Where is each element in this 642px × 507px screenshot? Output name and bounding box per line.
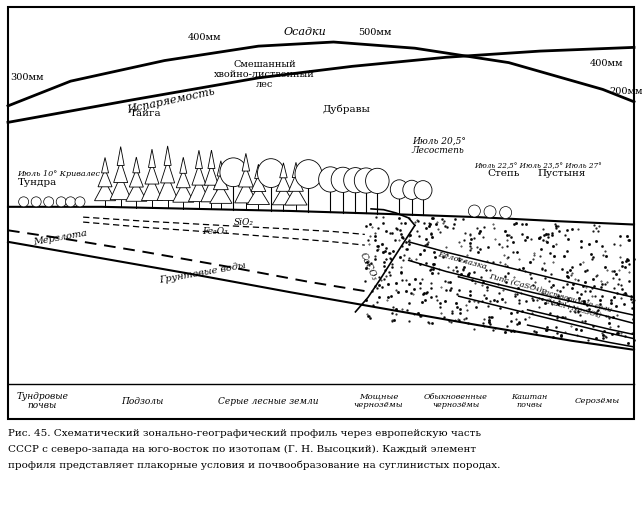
- Circle shape: [19, 197, 29, 207]
- Polygon shape: [117, 147, 124, 166]
- Text: CaCO₃: CaCO₃: [358, 251, 378, 282]
- Text: СССР с северо-запада на юго-восток по изотопам (Г. Н. Высоцкий). Каждый элемент: СССР с северо-запада на юго-восток по из…: [8, 445, 476, 454]
- Text: 300мм: 300мм: [10, 73, 44, 82]
- Text: Июль 10° Кривалес: Июль 10° Кривалес: [17, 170, 100, 178]
- Ellipse shape: [220, 158, 247, 187]
- Text: Подзолы: Подзолы: [121, 396, 164, 406]
- Polygon shape: [276, 174, 291, 191]
- Polygon shape: [157, 176, 178, 200]
- Text: 400мм: 400мм: [590, 58, 623, 67]
- Text: Пустыня: Пустыня: [538, 169, 586, 178]
- Text: Испаряемость: Испаряемость: [126, 86, 216, 115]
- Text: Июль 22,5° Июль 23,5° Июль 27°: Июль 22,5° Июль 23,5° Июль 27°: [474, 162, 602, 170]
- Polygon shape: [192, 164, 206, 185]
- Circle shape: [469, 205, 480, 217]
- Polygon shape: [255, 164, 262, 178]
- Ellipse shape: [390, 180, 408, 199]
- Polygon shape: [210, 184, 232, 203]
- Text: Мощные
чернозёмы: Мощные чернозёмы: [354, 393, 403, 409]
- Polygon shape: [247, 186, 270, 204]
- Text: Гипс (CaSO₄): Гипс (CaSO₄): [487, 272, 542, 294]
- Polygon shape: [110, 175, 131, 200]
- Polygon shape: [217, 161, 225, 176]
- Circle shape: [56, 197, 66, 207]
- Circle shape: [75, 197, 85, 207]
- Text: Белоглазка: Белоглазка: [437, 250, 487, 271]
- Text: Мерзлота: Мерзлота: [33, 229, 89, 247]
- Polygon shape: [272, 186, 295, 205]
- Polygon shape: [148, 149, 155, 167]
- Bar: [8, 7, 634, 419]
- Text: Каштан
почвы: Каштан почвы: [511, 393, 548, 409]
- Ellipse shape: [365, 168, 389, 194]
- Polygon shape: [201, 178, 222, 202]
- Text: профиля представляет плакорные условия и почвообразование на суглинистых породах: профиля представляет плакорные условия и…: [8, 461, 500, 470]
- Polygon shape: [292, 162, 300, 177]
- Polygon shape: [98, 169, 112, 187]
- Polygon shape: [208, 150, 215, 168]
- Text: Рис. 45. Схематический зонально-географический профиль через европейскую часть: Рис. 45. Схематический зонально-географи…: [8, 429, 481, 438]
- Ellipse shape: [343, 168, 367, 193]
- Ellipse shape: [331, 167, 354, 193]
- Text: Растворимые соли
(NaCl+Na₂SO₄): Растворимые соли (NaCl+Na₂SO₄): [537, 287, 612, 322]
- Ellipse shape: [318, 167, 342, 192]
- Circle shape: [499, 206, 512, 219]
- Polygon shape: [188, 178, 209, 202]
- Polygon shape: [141, 177, 162, 201]
- Polygon shape: [94, 181, 116, 201]
- Text: Обыкновенные
чернозёмы: Обыкновенные чернозёмы: [424, 393, 487, 409]
- Polygon shape: [114, 161, 128, 183]
- Polygon shape: [129, 169, 143, 187]
- Text: Июль 20,5°
Лесостепь: Июль 20,5° Лесостепь: [412, 136, 465, 155]
- Text: Смешанный
хвойно-лиственный
лес: Смешанный хвойно-лиственный лес: [214, 60, 315, 89]
- Polygon shape: [213, 172, 229, 190]
- Polygon shape: [242, 153, 250, 171]
- Polygon shape: [126, 182, 147, 201]
- Text: Осадки: Осадки: [283, 27, 326, 37]
- Text: Степь: Степь: [487, 169, 519, 178]
- Circle shape: [484, 206, 496, 218]
- Polygon shape: [235, 180, 257, 203]
- Text: 200мм: 200мм: [609, 87, 642, 96]
- Circle shape: [65, 197, 76, 207]
- Text: Тундровые
почвы: Тундровые почвы: [17, 391, 69, 410]
- Circle shape: [44, 197, 54, 207]
- Ellipse shape: [295, 160, 322, 189]
- Text: Серозёмы: Серозёмы: [575, 397, 620, 405]
- Ellipse shape: [354, 168, 378, 193]
- Text: Тундра: Тундра: [17, 178, 56, 188]
- Text: Грунтовые воды: Грунтовые воды: [158, 261, 247, 285]
- Polygon shape: [288, 174, 304, 191]
- Polygon shape: [238, 167, 254, 187]
- Text: SiO₂: SiO₂: [233, 218, 254, 227]
- Ellipse shape: [414, 180, 432, 200]
- Circle shape: [31, 197, 41, 207]
- Polygon shape: [160, 161, 175, 183]
- Polygon shape: [251, 175, 266, 192]
- Polygon shape: [204, 164, 218, 185]
- Text: 500мм: 500мм: [359, 28, 392, 38]
- Polygon shape: [280, 163, 287, 178]
- Polygon shape: [195, 150, 202, 169]
- Polygon shape: [133, 157, 140, 173]
- Polygon shape: [173, 182, 194, 202]
- Text: Дубравы: Дубравы: [322, 104, 370, 114]
- Text: Тайга: Тайга: [130, 109, 162, 118]
- Text: Серые лесные земли: Серые лесные земли: [218, 396, 318, 406]
- Text: 400мм: 400мм: [187, 33, 221, 42]
- Polygon shape: [180, 157, 187, 173]
- Text: Fe₂O₃: Fe₂O₃: [202, 227, 228, 236]
- Polygon shape: [285, 186, 307, 205]
- Polygon shape: [101, 158, 108, 173]
- Ellipse shape: [403, 180, 421, 199]
- Ellipse shape: [257, 159, 284, 188]
- Polygon shape: [145, 163, 159, 184]
- Polygon shape: [164, 146, 171, 165]
- Polygon shape: [177, 169, 190, 188]
